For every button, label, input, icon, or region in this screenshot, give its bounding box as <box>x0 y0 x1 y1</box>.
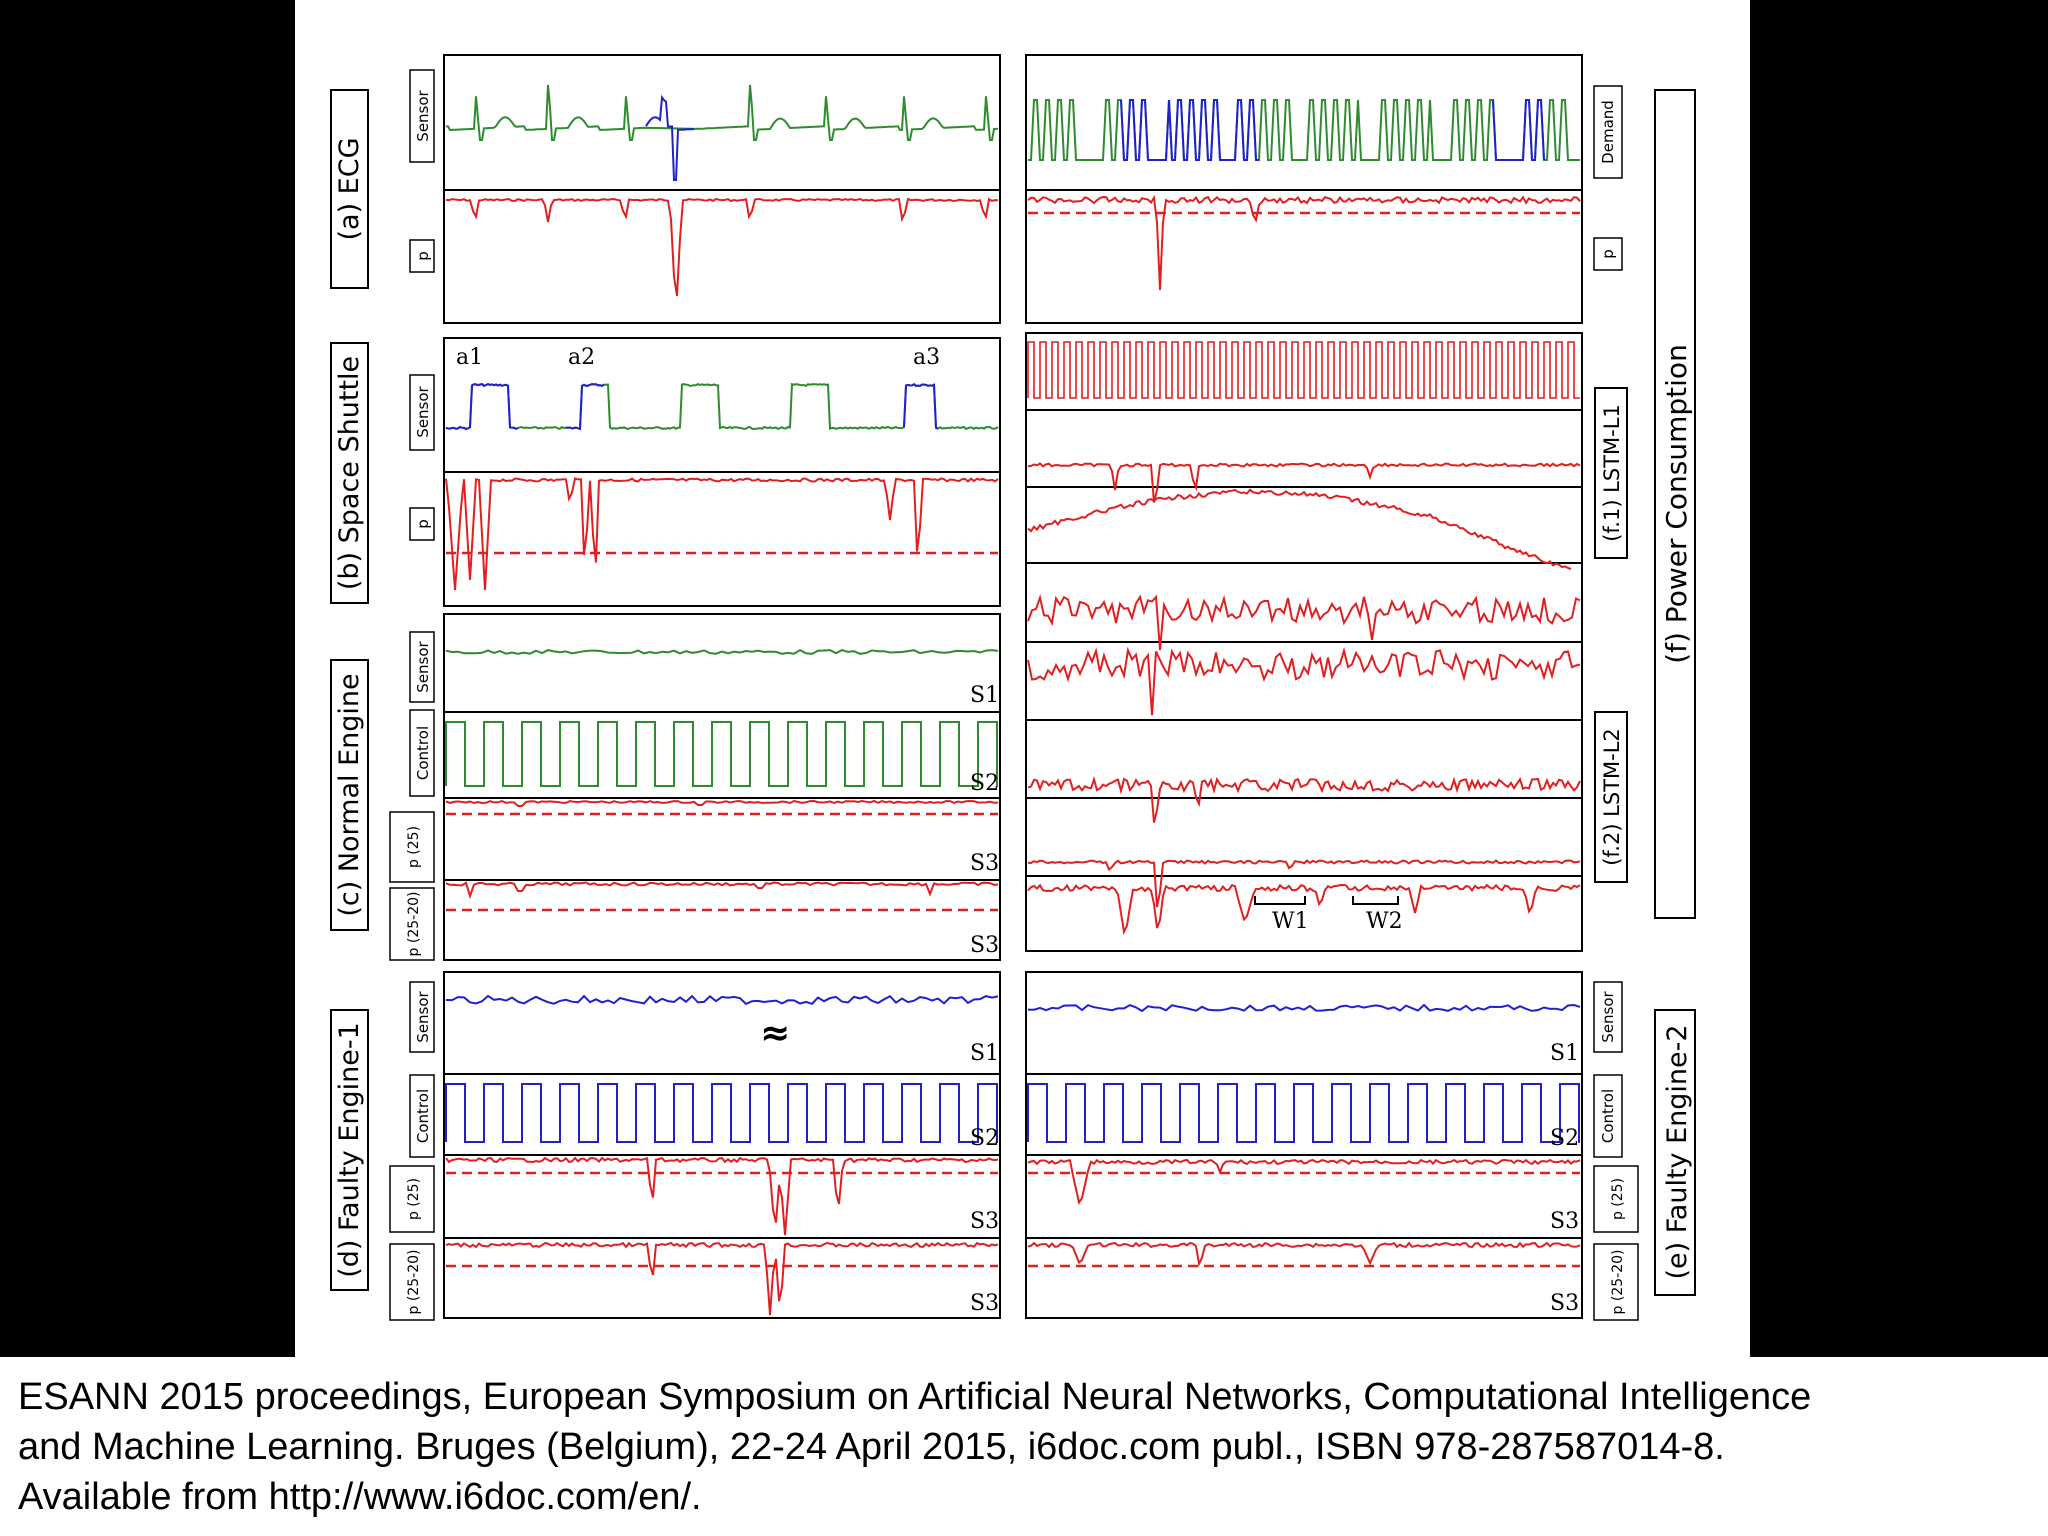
trace-l1-row4 <box>1027 594 1581 651</box>
marker-a1: a1 <box>456 345 483 370</box>
row-label-fe2-control: Control <box>1599 1089 1617 1143</box>
row-label-fe2-p2520: p (25-20) <box>1610 1250 1626 1315</box>
trace-l2-row3 <box>1027 859 1581 908</box>
tag-fe2-s1: S1 <box>1550 1041 1579 1066</box>
trace-power-p <box>1027 194 1581 291</box>
trace-shuttle-anomaly-3 <box>903 382 939 430</box>
title-faulty-engine-1: (d) Faulty Engine-1 <box>334 1022 365 1278</box>
trace-fe2-p25 <box>1027 1158 1581 1206</box>
footer-citation: ESANN 2015 proceedings, European Symposi… <box>18 1372 2038 1522</box>
row-label-normal-p2520: p (25-20) <box>406 892 422 957</box>
row-label-fe2-sensor: Sensor <box>1599 990 1617 1042</box>
row-label-fe1-p25: p (25) <box>406 1178 422 1220</box>
trace-fe2-control <box>1027 1083 1580 1143</box>
trace-power-demand <box>1028 99 1580 161</box>
shuttle-markers: a1 a2 a3 <box>456 345 940 370</box>
title-box-power: (f) Power Consumption <box>1654 89 1696 919</box>
marker-a3: a3 <box>913 345 940 370</box>
break-symbol: ≈ <box>760 1013 790 1054</box>
title-shuttle: (b) Space Shuttle <box>334 356 365 590</box>
row-label-fe1-sensor: Sensor <box>414 990 432 1042</box>
title-box-faulty-engine-2: (e) Faulty Engine-2 <box>1654 1009 1696 1296</box>
tag-fe1-s3a: S3 <box>970 1209 999 1234</box>
trace-fe1-control <box>445 1083 998 1143</box>
trace-fe1-p2520 <box>445 1241 999 1316</box>
frame-faulty-engine-1 <box>443 971 1001 1319</box>
trace-shuttle-anomaly-2 <box>565 383 605 431</box>
title-box-shuttle: (b) Space Shuttle <box>330 342 369 604</box>
title-power: (f) Power Consumption <box>1660 344 1693 664</box>
title-normal-engine: (c) Normal Engine <box>334 673 365 916</box>
trace-l2-row4 <box>1027 883 1581 936</box>
trace-fe2-p2520 <box>1027 1241 1581 1268</box>
frame-normal-engine <box>443 613 1001 961</box>
footer-line-3: Available from http://www.i6doc.com/en/. <box>18 1476 702 1518</box>
signal-traces <box>445 84 1581 1316</box>
row-label-normal-p25: p (25) <box>406 826 422 868</box>
trace-l2-row1 <box>1027 646 1581 716</box>
row-label-shuttle-sensor: Sensor <box>414 385 432 437</box>
trace-fe1-p25 <box>445 1156 999 1236</box>
label-lstm-l2: (f.2) LSTM-L2 <box>1600 728 1624 866</box>
tag-fe2-s3a: S3 <box>1550 1209 1579 1234</box>
trace-l1-row3 <box>1027 488 1572 570</box>
trace-l1-row1 <box>1027 341 1580 399</box>
trace-fe2-sensor <box>1027 1003 1581 1013</box>
segment-tags: S1 S2 S3 S3 S1 S2 S3 S3 S1 S2 S3 S3 <box>970 683 1579 1316</box>
tag-fe1-s3b: S3 <box>970 1291 999 1316</box>
row-label-power-demand: Demand <box>1599 100 1617 164</box>
trace-power-anomaly-2 <box>1492 99 1545 161</box>
row-label-ecg-p: p <box>414 251 432 261</box>
title-box-normal-engine: (c) Normal Engine <box>330 659 369 931</box>
window-w1: W1 <box>1272 909 1309 934</box>
threshold-lines <box>446 211 1580 1268</box>
trace-ecg-sensor <box>445 84 999 141</box>
tag-fe1-s2: S2 <box>970 1126 999 1151</box>
row-label-normal-control: Control <box>414 726 432 780</box>
sub-box-lstm-l1: (f.1) LSTM-L1 <box>1594 387 1628 559</box>
trace-ecg-p <box>445 197 999 296</box>
trace-l2-row2 <box>1027 776 1581 823</box>
trace-normal-sensor <box>445 648 999 655</box>
trace-shuttle-anomaly-1 <box>445 382 519 431</box>
title-ecg: (a) ECG <box>334 137 365 240</box>
label-lstm-l1: (f.1) LSTM-L1 <box>1600 404 1624 542</box>
tag-fe2-s2: S2 <box>1550 1126 1579 1151</box>
tag-fe2-s3b: S3 <box>1550 1291 1579 1316</box>
frame-faulty-engine-2 <box>1025 971 1583 1319</box>
window-brackets <box>1254 896 1399 905</box>
sub-box-lstm-l2: (f.2) LSTM-L2 <box>1594 711 1628 883</box>
tag-normal-s3b: S3 <box>970 933 999 958</box>
tag-normal-s2: S2 <box>970 771 999 796</box>
title-box-ecg: (a) ECG <box>330 89 369 289</box>
tag-normal-s1: S1 <box>970 683 999 708</box>
footer-line-1: ESANN 2015 proceedings, European Symposi… <box>18 1376 1812 1418</box>
row-label-normal-sensor: Sensor <box>414 640 432 692</box>
footer-line-2: and Machine Learning. Bruges (Belgium), … <box>18 1426 1725 1468</box>
tag-normal-s3a: S3 <box>970 851 999 876</box>
row-label-power-p: p <box>1599 249 1617 259</box>
row-label-shuttle-p: p <box>414 519 432 529</box>
row-label-fe2-p25: p (25) <box>1610 1178 1626 1220</box>
trace-l1-row2 <box>1027 462 1581 503</box>
trace-normal-control <box>445 721 998 787</box>
trace-shuttle-p <box>445 477 999 591</box>
trace-normal-p25 <box>445 799 999 807</box>
window-w2: W2 <box>1366 909 1403 934</box>
row-label-fe1-control: Control <box>414 1089 432 1143</box>
row-label-fe1-p2520: p (25-20) <box>406 1250 422 1315</box>
tag-fe1-s1: S1 <box>970 1041 999 1066</box>
title-faulty-engine-2: (e) Faulty Engine-2 <box>1662 1024 1693 1279</box>
row-label-ecg-sensor: Sensor <box>414 89 432 141</box>
row-labels: Sensor p Sensor p Sensor Control p (25) … <box>389 69 1639 1321</box>
marker-a2: a2 <box>568 345 595 370</box>
figure: (a) ECG (b) Space Shuttle (c) Normal Eng… <box>295 0 1750 1357</box>
title-box-faulty-engine-1: (d) Faulty Engine-1 <box>330 1009 369 1291</box>
trace-fe1-sensor <box>445 994 999 1006</box>
trace-ecg-anomaly <box>645 94 695 181</box>
trace-power-anomaly-1 <box>1120 99 1259 161</box>
trace-normal-p2520 <box>445 881 999 900</box>
